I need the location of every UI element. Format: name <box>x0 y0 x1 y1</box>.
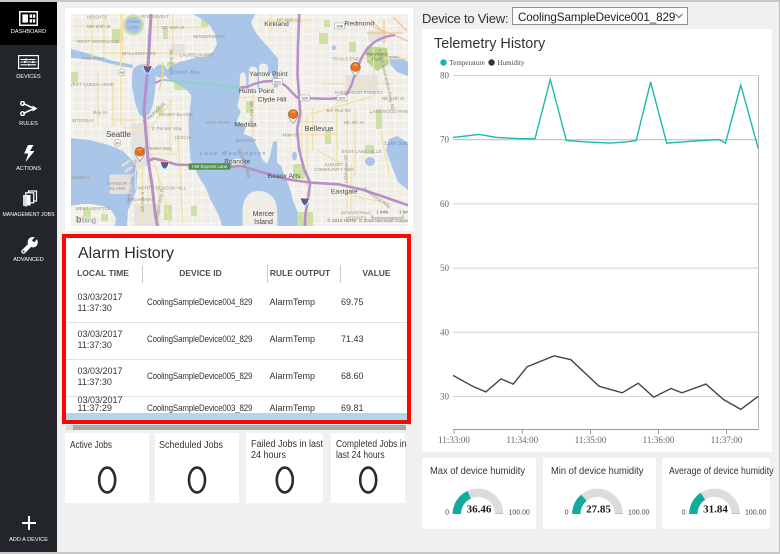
svg-text:Park: Park <box>371 57 381 63</box>
svg-text:COMMUNITY BBS: COMMUNITY BBS <box>314 167 354 172</box>
svg-text:NE 8th St: NE 8th St <box>343 120 364 125</box>
svg-text:Bellevue: Bellevue <box>304 124 333 133</box>
svg-text:Yarrow Point: Yarrow Point <box>249 71 288 78</box>
svg-text:Island: Island <box>254 219 273 226</box>
svg-text:ADMIRAL: ADMIRAL <box>71 175 91 180</box>
svg-text:80: 80 <box>440 70 450 80</box>
svg-text:Marymoor: Marymoor <box>365 52 387 58</box>
svg-text:0: 0 <box>445 510 449 517</box>
svg-text:MAD PARK: MAD PARK <box>205 120 230 125</box>
svg-text:Hunts Point: Hunts Point <box>238 88 273 95</box>
svg-text:25th Ave NE: 25th Ave NE <box>168 49 174 76</box>
svg-text:0: 0 <box>681 510 685 517</box>
svg-text:ROOSEVELT: ROOSEVELT <box>140 14 168 19</box>
svg-text:I-5 Express Way: I-5 Express Way <box>145 31 152 67</box>
svg-text:LESCHI: LESCHI <box>174 135 191 140</box>
svg-text:E Yesler Way: E Yesler Way <box>144 146 172 151</box>
svg-text:WHISPERING: WHISPERING <box>340 211 371 216</box>
svg-text:99: 99 <box>119 71 123 75</box>
svg-text:Main St: Main St <box>282 133 299 138</box>
svg-text:520: 520 <box>338 96 345 101</box>
svg-text:SHERWOOD FOREST: SHERWOOD FOREST <box>334 90 382 95</box>
svg-text:Temperature: Temperature <box>450 59 485 67</box>
svg-text:11:37:00: 11:37:00 <box>711 435 743 445</box>
svg-text:Lake Washington: Lake Washington <box>199 151 266 157</box>
svg-text:31.84: 31.84 <box>703 504 728 516</box>
svg-text:148th Ave SE: 148th Ave SE <box>343 155 349 184</box>
svg-text:1 km: 1 km <box>399 210 408 215</box>
svg-text:NORTH BEACON HILL: NORTH BEACON HILL <box>137 186 186 191</box>
svg-text:520: 520 <box>274 79 281 84</box>
svg-text:Roy St: Roy St <box>92 110 107 115</box>
svg-text:520: 520 <box>301 96 308 101</box>
svg-text:36.46: 36.46 <box>466 504 491 516</box>
svg-text:Redmond: Redmond <box>344 21 374 28</box>
svg-text:NW 65th St: NW 65th St <box>86 24 111 29</box>
svg-text:ISLAND: ISLAND <box>108 186 126 191</box>
svg-text:60: 60 <box>440 198 450 208</box>
svg-text:Lake Somm: Lake Somm <box>384 141 407 147</box>
svg-text:HEIGHTS: HEIGHTS <box>345 216 366 221</box>
svg-text:Mercer: Mercer <box>252 211 274 218</box>
svg-text:WINDERMERE: WINDERMERE <box>192 34 225 39</box>
svg-text:40: 40 <box>440 327 450 337</box>
svg-text:Seattle: Seattle <box>105 130 130 139</box>
svg-text:70: 70 <box>440 134 450 144</box>
svg-text:50: 50 <box>440 263 450 273</box>
svg-text:WEST QUEEN ANNE: WEST QUEEN ANNE <box>71 82 114 87</box>
svg-text:© 2018 HERE © 2018 Microsoft: © 2018 HERE © 2018 Microsoft Corporation <box>327 217 408 223</box>
svg-text:b: b <box>76 215 82 225</box>
svg-text:EAST LAKE HILLS: EAST LAKE HILLS <box>341 149 381 154</box>
svg-text:HARBOR: HARBOR <box>106 181 127 186</box>
svg-text:11:35:00: 11:35:00 <box>575 435 607 445</box>
svg-text:Beaux Arts: Beaux Arts <box>267 173 300 180</box>
svg-text:Eastgate: Eastgate <box>330 188 357 195</box>
svg-text:MIDREST: MIDREST <box>235 138 256 143</box>
svg-text:WEST WOODLAND: WEST WOODLAND <box>76 39 119 44</box>
svg-text:Kirkland: Kirkland <box>264 21 289 28</box>
svg-text:Bel-Red Rd: Bel-Red Rd <box>326 108 351 113</box>
svg-text:Green: Green <box>127 19 140 24</box>
svg-text:0: 0 <box>564 510 568 517</box>
svg-text:30: 30 <box>440 391 450 401</box>
svg-text:DENNY BLAINE: DENNY BLAINE <box>158 112 192 117</box>
svg-text:NE 24th St: NE 24th St <box>381 96 404 101</box>
svg-text:27.85: 27.85 <box>586 504 611 516</box>
svg-text:100.00: 100.00 <box>745 510 767 517</box>
svg-text:84th Ave NE: 84th Ave NE <box>249 101 255 128</box>
svg-text:INTERBAY: INTERBAY <box>71 118 95 123</box>
svg-text:1 mile: 1 mile <box>376 210 389 215</box>
svg-text:LAKEWOOD PARK: LAKEWOOD PARK <box>369 109 407 114</box>
svg-text:WALLINGFORD: WALLINGFORD <box>121 51 156 56</box>
svg-text:11:36:00: 11:36:00 <box>643 435 675 445</box>
svg-text:NE 65th St: NE 65th St <box>161 25 184 30</box>
svg-text:E Pender Way: E Pender Way <box>151 126 182 131</box>
svg-text:4th Ave S: 4th Ave S <box>140 192 146 212</box>
svg-text:99: 99 <box>115 142 119 146</box>
svg-text:100.00: 100.00 <box>508 510 530 517</box>
svg-text:Roanoke: Roanoke <box>224 159 250 166</box>
svg-text:11:33:00: 11:33:00 <box>438 435 470 445</box>
svg-text:NE 85th St: NE 85th St <box>276 18 299 23</box>
svg-text:BROADWAY: BROADWAY <box>127 197 155 202</box>
svg-text:I-90 Express Lane: I-90 Express Lane <box>191 164 227 169</box>
svg-text:Humidity: Humidity <box>498 59 525 67</box>
svg-text:LAURELHURST: LAURELHURST <box>179 53 214 58</box>
svg-text:Union Bay: Union Bay <box>170 70 200 76</box>
svg-text:Medina: Medina <box>234 122 257 129</box>
svg-text:HEIGHTS: HEIGHTS <box>86 15 107 20</box>
svg-text:11:34:00: 11:34:00 <box>506 435 538 445</box>
svg-text:FREMONT: FREMONT <box>81 56 104 61</box>
svg-text:WEST SEATTLE: WEST SEATTLE <box>75 206 110 211</box>
svg-text:TRAILS END: TRAILS END <box>331 57 359 62</box>
svg-text:SUNSET: SUNSET <box>324 162 343 167</box>
svg-text:908: 908 <box>336 24 343 29</box>
svg-text:100.00: 100.00 <box>628 510 650 517</box>
svg-text:bing: bing <box>82 216 96 225</box>
svg-text:Lake: Lake <box>128 25 138 30</box>
svg-text:Airport Way S: Airport Way S <box>154 189 165 219</box>
svg-text:Clyde Hill: Clyde Hill <box>257 97 286 104</box>
